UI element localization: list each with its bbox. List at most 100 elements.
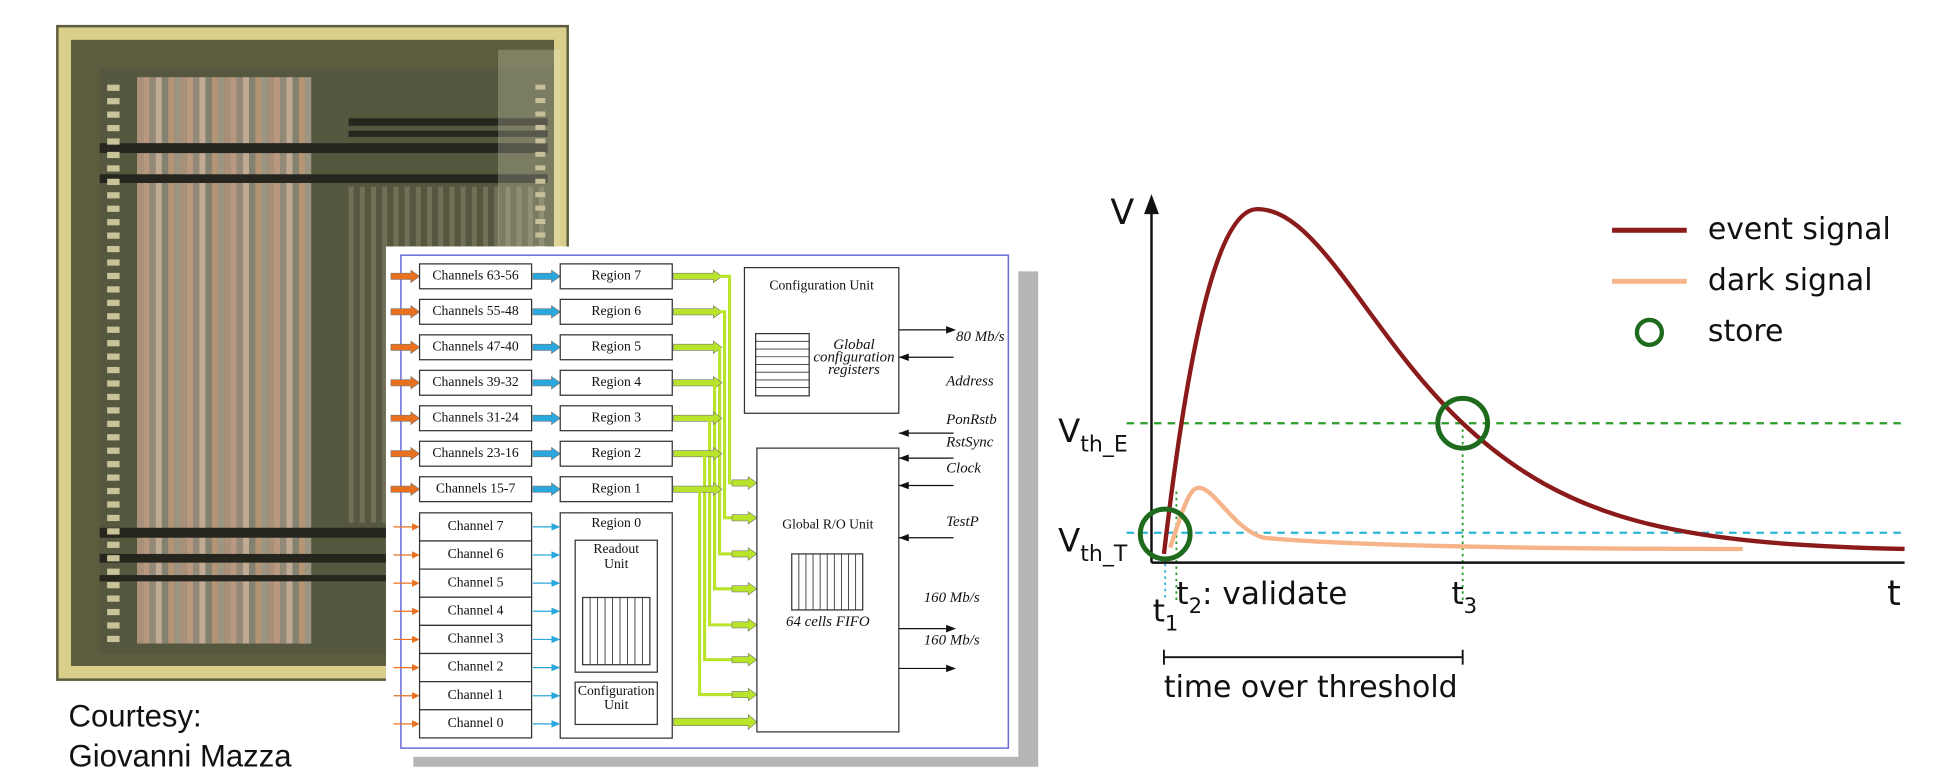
x-axis-label: t [1887,574,1901,614]
chip-pad [535,165,546,171]
chip-pad [107,434,120,441]
global-ro-label: Global R/O Unit [782,516,873,531]
legend-swatch [1634,317,1665,347]
region-box [559,476,673,503]
input-arrow [390,340,421,355]
data-arrow-head [731,618,758,632]
bus-arrow [532,375,561,390]
input-head [412,551,420,559]
chip-stripe [255,77,262,644]
data-arrow-head [731,476,758,490]
time-label: t1 [1153,593,1179,635]
threshold-label-symbol: V [1058,522,1080,560]
store-marker [1137,506,1193,562]
chip-pad [107,568,120,575]
chip-stripe [199,77,206,644]
chip-stripe [174,77,181,644]
chip-stripe [230,77,237,644]
register-label: Global configuration registers [813,337,894,378]
data-arrow [673,375,723,390]
chip-pad [107,474,120,481]
chip-pad [535,151,546,157]
io-head [946,326,957,334]
time-label-suffix: : validate [1202,576,1347,612]
time-label: t2: validate [1176,576,1347,618]
channel-box [418,709,533,739]
chip-pad [107,447,120,454]
chip-pad [107,366,120,374]
data-arrow-head [731,687,758,702]
chip-pad [107,487,120,495]
chip-pad [107,259,120,266]
region-label: Region 3 [591,409,641,424]
input-head [412,720,420,728]
input-head [412,691,420,700]
channel-box [418,681,533,711]
bus-arrow [532,340,561,355]
chip-metal-band [99,575,474,582]
region-box [559,263,673,290]
chip-stripe [180,77,187,644]
channel-group-label: Channels 31-24 [432,409,518,424]
chip-pad [107,528,120,535]
channel-label: Channel 2 [448,659,504,674]
credit-line: Courtesy: [69,698,202,733]
chip-stripe [168,77,175,644]
chip-pad [107,138,120,145]
io-head [898,353,909,361]
data-arrow-head [731,652,758,667]
chip-stripe-right [348,186,354,523]
legend-label: event signal [1708,212,1891,247]
time-label: t3 [1451,576,1477,618]
io-head [946,664,957,673]
channel-group-box [418,263,533,290]
bus-head [551,663,561,672]
chip-stripe [224,77,231,644]
chip-pad [107,232,120,239]
channel-group-label: Channels 55-48 [432,303,518,318]
chip-stripe [273,77,281,644]
chip-pad [107,555,120,562]
bus-head [551,523,561,531]
channel-group-box [418,405,533,432]
io-signal-label: Address [945,374,994,390]
data-path [699,416,747,627]
region-box [559,298,673,325]
chip-pad [107,178,120,185]
bus-arrow [532,411,561,426]
chip-metal-band [99,527,555,538]
chip-pad [535,124,546,130]
chip-pad [107,219,120,226]
input-head [412,663,420,672]
data-arrow-head [731,581,758,596]
chip-stripe [267,77,274,644]
threshold-label-subscript: th_E [1080,432,1127,457]
region-label: Region 6 [591,303,641,318]
channel-box [418,540,533,570]
channel-box [418,652,533,683]
bus-head [551,720,561,728]
threshold-label: Vth_T [1058,522,1128,567]
chip-pad [107,622,120,629]
chip-metal-band [99,553,555,563]
channel-box [418,624,533,655]
region0-config-label-line: Configuration [578,683,655,698]
channel-group-label: Channels 39-32 [432,374,518,389]
data-arrow-head [731,547,758,561]
y-axis-head [1144,194,1159,215]
chip-pad [107,582,120,589]
chip-stripe [211,77,218,644]
chip-stripe [236,77,243,644]
io-signal-label: TestP [946,514,979,530]
channel-group-label: Channels 23-16 [432,445,518,460]
chip-pad [107,313,120,320]
channel-box [418,512,533,542]
bus-arrow [532,482,561,497]
channel-box [418,596,533,626]
threshold-label-symbol: V [1058,412,1080,450]
chip-pad [535,219,546,225]
chip-stripe [217,77,225,644]
chip-metal-band [348,118,548,126]
chip-pad [107,635,120,643]
chip-stripe [161,77,169,644]
